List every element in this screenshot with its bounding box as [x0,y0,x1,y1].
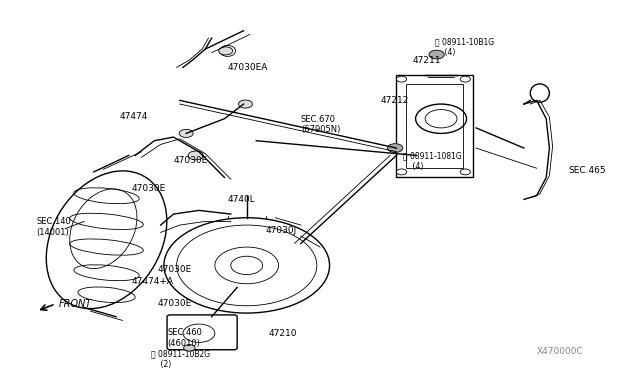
Text: 47210: 47210 [269,329,298,338]
Text: 47030E: 47030E [157,264,192,273]
Text: SEC.670
(67905N): SEC.670 (67905N) [301,115,340,134]
Circle shape [179,129,193,137]
Text: SEC.465: SEC.465 [568,166,606,174]
Text: SEC.140
(14001): SEC.140 (14001) [36,217,71,237]
Text: 4740L: 4740L [228,195,255,204]
Circle shape [219,47,233,55]
Text: Ⓝ 08911-1081G
    (4): Ⓝ 08911-1081G (4) [403,151,461,171]
Text: 47030E: 47030E [157,299,192,308]
Text: X470000C: X470000C [537,347,584,356]
Text: 47030E: 47030E [132,184,166,193]
Circle shape [239,100,252,108]
Circle shape [388,144,403,153]
Circle shape [396,76,406,82]
Text: Ⓝ 08911-10B1G
    (4): Ⓝ 08911-10B1G (4) [435,38,494,57]
Text: FRONT: FRONT [59,299,92,309]
Circle shape [184,344,195,351]
Text: SEC.460
(46010): SEC.460 (46010) [167,328,202,348]
Text: 47030EA: 47030EA [228,63,268,72]
Text: 47030J: 47030J [266,226,297,235]
Text: 47474+A: 47474+A [132,278,174,286]
Circle shape [429,50,444,59]
Text: Ⓝ 08911-10B2G
    (2): Ⓝ 08911-10B2G (2) [151,349,211,369]
Circle shape [188,151,204,160]
Text: 47474: 47474 [119,112,148,121]
Text: 47212: 47212 [381,96,409,105]
Circle shape [460,76,470,82]
Circle shape [396,169,406,175]
Circle shape [460,169,470,175]
Text: 47030E: 47030E [173,156,208,166]
Text: 47211: 47211 [412,55,441,65]
